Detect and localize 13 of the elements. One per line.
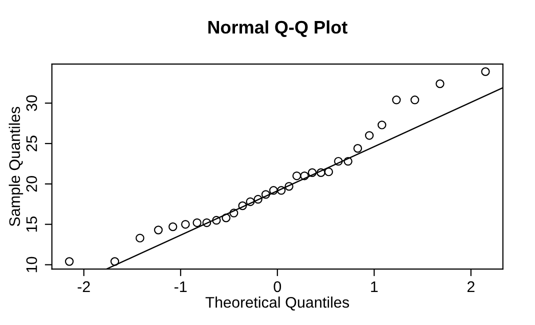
y-tick-label: 15 bbox=[26, 216, 38, 232]
y-tick-label: 20 bbox=[26, 176, 38, 192]
x-tick-label: 1 bbox=[371, 281, 378, 292]
chart-title: Normal Q-Q Plot bbox=[208, 20, 348, 38]
x-tick-label: 0 bbox=[274, 281, 282, 292]
x-tick-label: 2 bbox=[467, 281, 474, 292]
y-tick-label: 30 bbox=[26, 95, 38, 112]
y-tick-label: 25 bbox=[26, 136, 38, 152]
y-axis-title: Sample Quantiles bbox=[8, 106, 24, 226]
x-tick-label: -2 bbox=[78, 281, 90, 292]
x-axis-title: Theoretical Quantiles bbox=[206, 296, 350, 310]
y-tick-label: 10 bbox=[26, 256, 38, 272]
x-tick-label: -1 bbox=[174, 281, 187, 292]
